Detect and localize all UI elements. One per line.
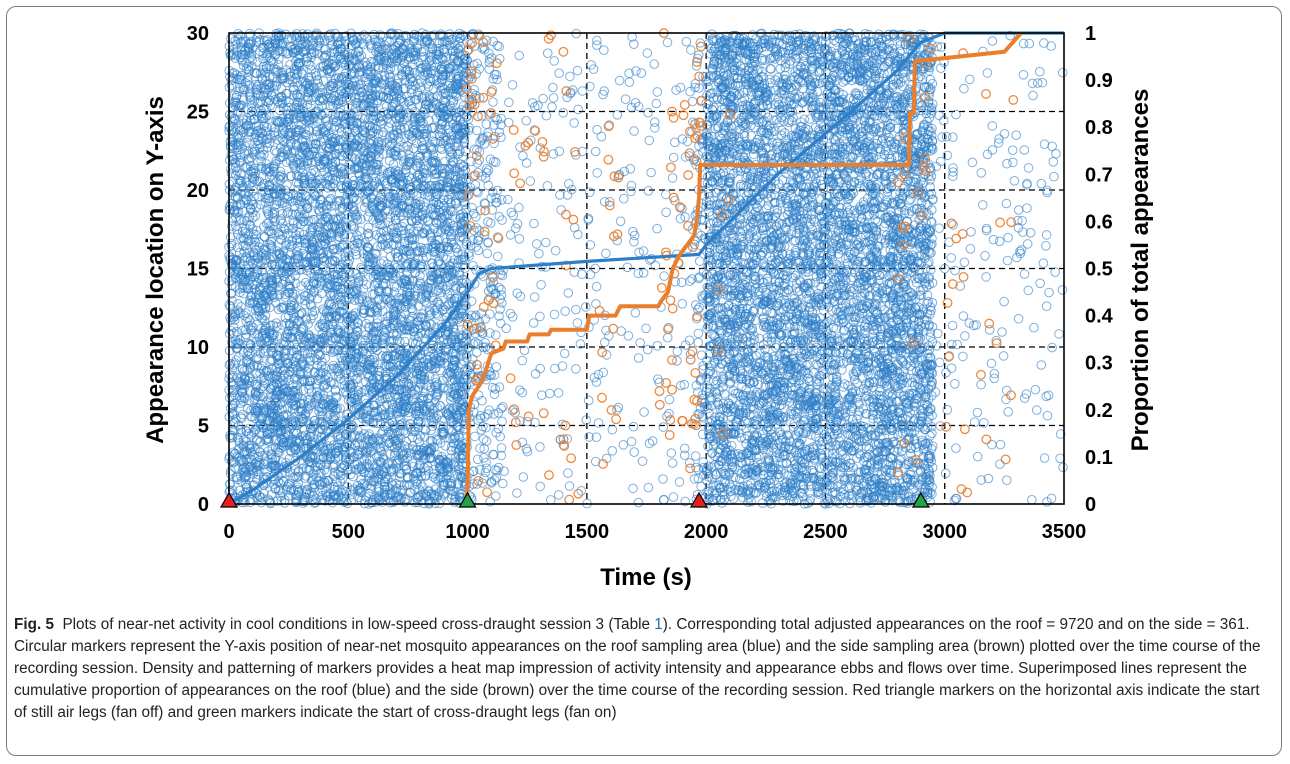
roof-appearance-point xyxy=(378,256,389,266)
roof-appearance-point xyxy=(257,314,268,324)
roof-appearance-point xyxy=(363,222,374,233)
roof-appearance-point xyxy=(334,188,345,199)
roof-scatter-series xyxy=(224,28,1068,509)
roof-appearance-point xyxy=(283,403,293,414)
roof-appearance-point xyxy=(326,47,337,58)
roof-appearance-point xyxy=(341,369,352,379)
roof-appearance-point xyxy=(310,497,321,508)
figure-frame xyxy=(6,6,1282,756)
chart: 0 500 1000 1500 2000 2500 3000 3500051015202530… xyxy=(142,23,1154,591)
